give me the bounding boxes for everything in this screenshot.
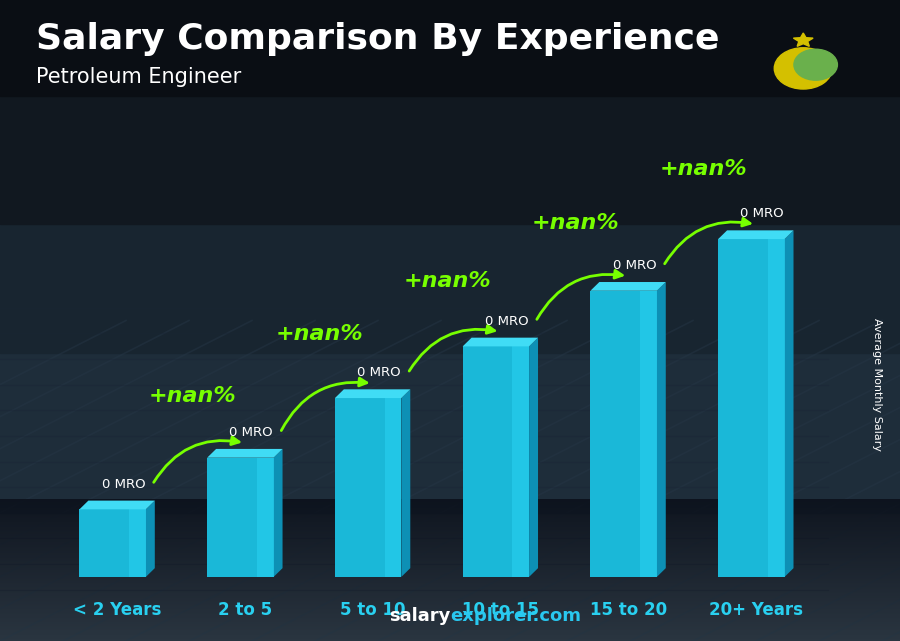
Text: 10 to 15: 10 to 15 bbox=[462, 601, 539, 619]
Text: +nan%: +nan% bbox=[660, 160, 747, 179]
Text: 0 MRO: 0 MRO bbox=[230, 426, 273, 439]
Text: 20+ Years: 20+ Years bbox=[709, 601, 803, 619]
Polygon shape bbox=[657, 282, 666, 577]
Text: 0 MRO: 0 MRO bbox=[357, 367, 400, 379]
Polygon shape bbox=[794, 33, 813, 46]
Polygon shape bbox=[785, 230, 794, 577]
Polygon shape bbox=[590, 291, 657, 577]
Text: 2 to 5: 2 to 5 bbox=[218, 601, 272, 619]
Bar bbox=[0, 96, 900, 224]
Circle shape bbox=[774, 48, 832, 89]
Polygon shape bbox=[384, 398, 401, 577]
Text: salary: salary bbox=[389, 607, 450, 625]
Bar bbox=[0, 224, 900, 353]
Text: Petroleum Engineer: Petroleum Engineer bbox=[36, 67, 241, 87]
Text: 15 to 20: 15 to 20 bbox=[590, 601, 667, 619]
Text: 5 to 10: 5 to 10 bbox=[340, 601, 405, 619]
Polygon shape bbox=[335, 389, 410, 398]
Polygon shape bbox=[463, 346, 529, 577]
Bar bbox=[0, 513, 900, 641]
Polygon shape bbox=[130, 510, 146, 577]
Text: Average Monthly Salary: Average Monthly Salary bbox=[872, 318, 883, 451]
Bar bbox=[0, 0, 900, 96]
Polygon shape bbox=[718, 230, 794, 239]
Polygon shape bbox=[79, 510, 146, 577]
Polygon shape bbox=[401, 389, 410, 577]
Polygon shape bbox=[79, 501, 155, 510]
Polygon shape bbox=[718, 239, 785, 577]
Polygon shape bbox=[590, 282, 666, 291]
Polygon shape bbox=[207, 449, 283, 458]
Text: Salary Comparison By Experience: Salary Comparison By Experience bbox=[36, 22, 719, 56]
Text: < 2 Years: < 2 Years bbox=[73, 601, 161, 619]
Polygon shape bbox=[768, 239, 785, 577]
Text: explorer.com: explorer.com bbox=[450, 607, 581, 625]
Polygon shape bbox=[463, 338, 538, 346]
Text: +nan%: +nan% bbox=[532, 213, 619, 233]
Polygon shape bbox=[335, 398, 401, 577]
Circle shape bbox=[794, 49, 837, 80]
Polygon shape bbox=[207, 458, 274, 577]
Text: +nan%: +nan% bbox=[276, 324, 364, 344]
Text: 0 MRO: 0 MRO bbox=[102, 478, 145, 490]
Polygon shape bbox=[640, 291, 657, 577]
Polygon shape bbox=[146, 501, 155, 577]
Text: 0 MRO: 0 MRO bbox=[613, 259, 656, 272]
Polygon shape bbox=[512, 346, 529, 577]
Bar bbox=[0, 353, 900, 513]
Text: +nan%: +nan% bbox=[148, 386, 236, 406]
Text: +nan%: +nan% bbox=[404, 271, 491, 291]
Text: 0 MRO: 0 MRO bbox=[741, 208, 784, 221]
Text: 0 MRO: 0 MRO bbox=[485, 315, 528, 328]
Polygon shape bbox=[274, 449, 283, 577]
Polygon shape bbox=[529, 338, 538, 577]
Polygon shape bbox=[257, 458, 274, 577]
